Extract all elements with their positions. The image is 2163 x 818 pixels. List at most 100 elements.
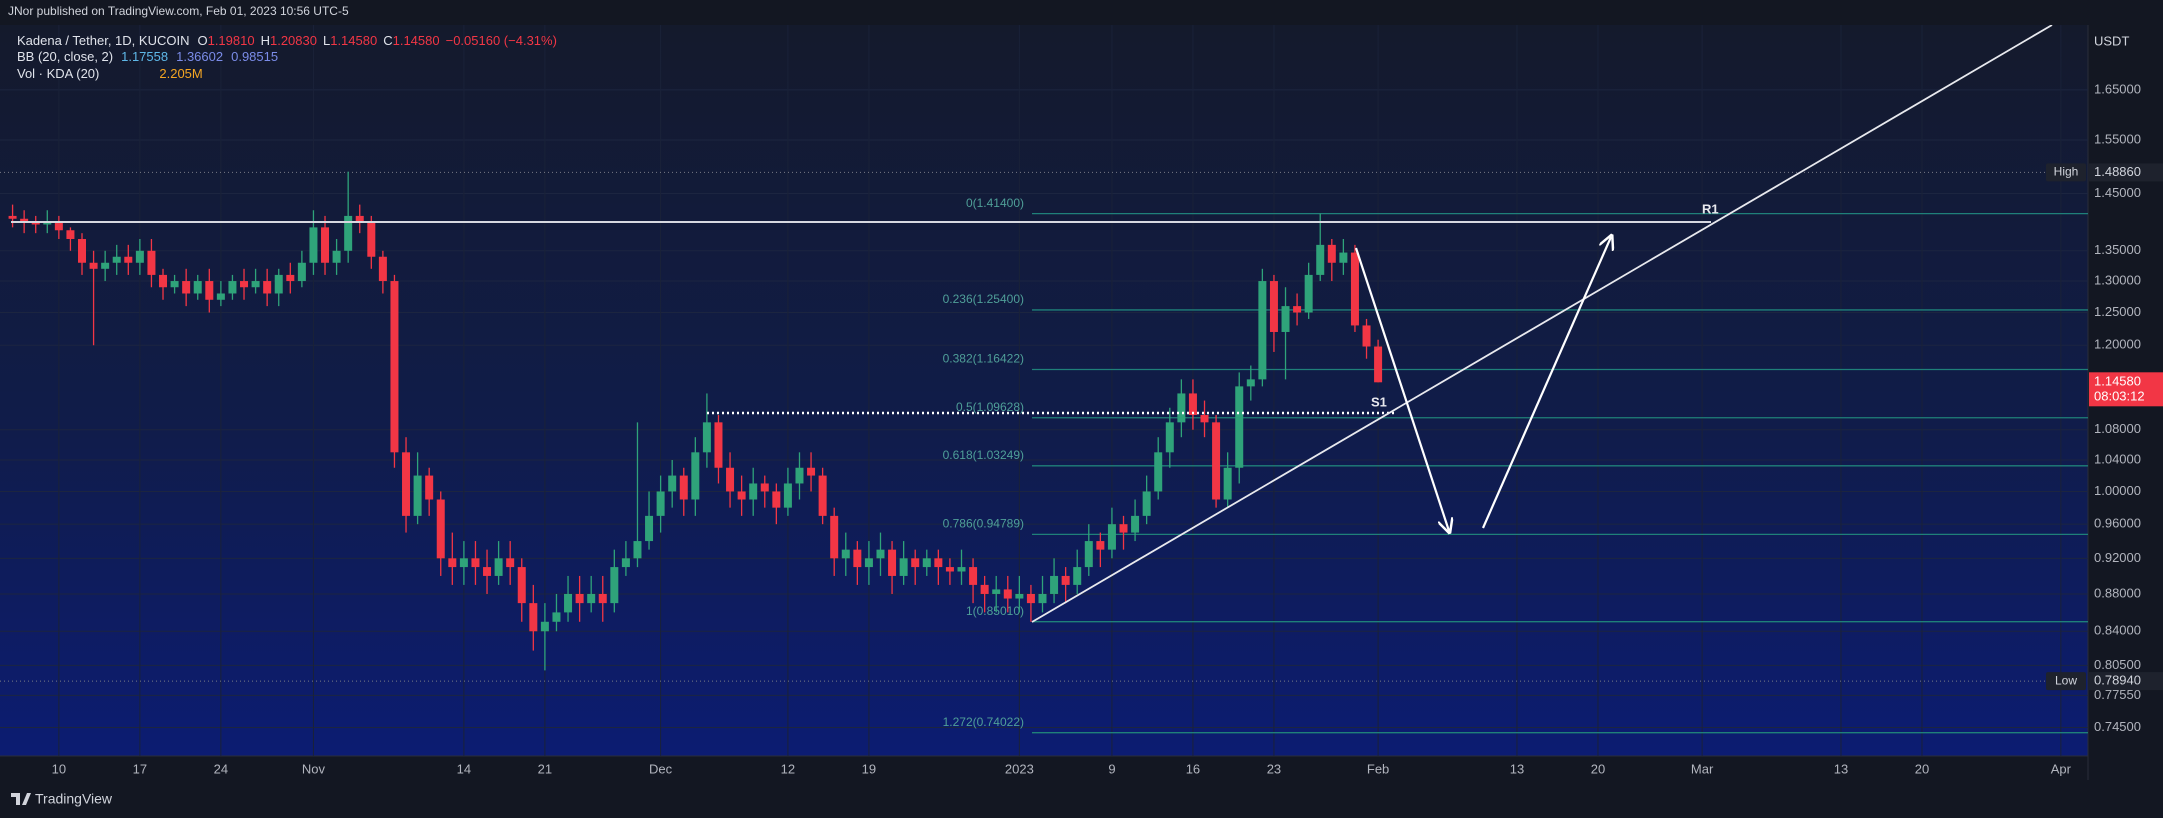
candle-body	[459, 558, 468, 568]
x-tick-label: 17	[133, 761, 147, 776]
x-tick-label: 20	[1915, 761, 1929, 776]
change: −0.05160 (−4.31%)	[446, 33, 557, 48]
value: 0.98515	[231, 49, 278, 64]
last-price-value: 1.14580	[2094, 374, 2141, 389]
candle-body	[702, 422, 711, 453]
plot-background	[0, 25, 2088, 756]
candle-body	[1096, 541, 1105, 550]
candle-body	[540, 621, 549, 632]
candle-body	[1177, 393, 1186, 423]
indicator: BB (20, close, 2)	[17, 49, 113, 64]
logo	[11, 793, 31, 805]
candle-body	[749, 483, 758, 500]
candle-body	[31, 221, 40, 225]
y-tick-label: 0.92000	[2094, 550, 2141, 565]
candle-body	[147, 250, 156, 275]
x-tick-label: 19	[862, 761, 876, 776]
candles	[8, 171, 1383, 671]
x-tick-label: 10	[52, 761, 66, 776]
price-tag-value: 1.48860	[2094, 164, 2141, 179]
header-band	[0, 0, 2088, 25]
candle-body	[517, 567, 526, 604]
candle-body	[321, 227, 330, 263]
candle-body	[980, 584, 989, 594]
candle-body	[957, 567, 966, 572]
candle-body	[1362, 325, 1371, 347]
candle-body	[795, 467, 804, 484]
fib-label: 0(1.41400)	[966, 196, 1024, 210]
candle-body	[205, 281, 214, 300]
candle-body	[1374, 346, 1383, 383]
publisher: JNor published on TradingView.com, Feb 0…	[8, 4, 349, 18]
annotation: R1	[1702, 201, 1719, 216]
x-tick-label: 12	[781, 761, 795, 776]
candle-body	[66, 230, 75, 239]
candle-body	[112, 256, 121, 263]
candle-body	[78, 238, 87, 263]
candle-body	[1188, 393, 1197, 416]
y-tick-label: 0.84000	[2094, 623, 2141, 638]
value: 1.20830	[270, 33, 317, 48]
fib-label: 0.236(1.25400)	[943, 292, 1024, 306]
candle-body	[124, 256, 133, 263]
indicator: Vol · KDA (20)	[17, 66, 99, 81]
y-tick-label: 0.74500	[2094, 719, 2141, 734]
y-tick-label: 1.20000	[2094, 337, 2141, 352]
down-arrow	[1354, 247, 1449, 531]
up-arrow	[1481, 237, 1611, 529]
candle-body	[193, 281, 202, 294]
candle-body	[1015, 593, 1024, 599]
candle-body	[772, 491, 781, 508]
y-tick-label: 0.80500	[2094, 657, 2141, 672]
candle-body	[1061, 575, 1070, 585]
candle-body	[807, 467, 816, 476]
candle-body	[1235, 386, 1244, 468]
candle-body	[945, 567, 954, 572]
candle-body	[1223, 467, 1232, 500]
candle-body	[1142, 491, 1151, 516]
candle-body	[170, 281, 179, 288]
fib-label: 0.382(1.16422)	[943, 352, 1024, 366]
candle-body	[691, 452, 700, 500]
candle-body	[830, 515, 839, 559]
candle-body	[135, 250, 144, 263]
price-tag	[2046, 163, 2086, 182]
price-tag	[2046, 672, 2086, 691]
x-tick-label: 2023	[1005, 761, 1034, 776]
candle-body	[263, 281, 272, 294]
y-tick-label: 1.08000	[2094, 421, 2141, 436]
candle-body	[575, 593, 584, 604]
candle-body	[413, 475, 422, 516]
currency: USDT	[2094, 33, 2129, 48]
price-tag-value: 0.78940	[2094, 673, 2141, 688]
candle-body	[621, 558, 630, 568]
candle-body	[610, 567, 619, 604]
last-price-tag	[2089, 372, 2163, 407]
candle-body	[286, 274, 295, 282]
candle-body	[240, 281, 249, 288]
candle-body	[1212, 422, 1221, 500]
fib-label: 1(0.85010)	[966, 604, 1024, 618]
x-tick-label: Dec	[649, 761, 673, 776]
candle-body	[297, 262, 306, 282]
x-tick-label: 9	[1108, 761, 1115, 776]
x-tick-label: Mar	[1691, 761, 1714, 776]
candle-body	[783, 483, 792, 508]
candle-body	[390, 281, 399, 453]
x-tick-label: 16	[1186, 761, 1200, 776]
candle-body	[494, 558, 503, 576]
candle-body	[760, 483, 769, 492]
candle-body	[89, 262, 98, 269]
fib-label: 0.5(1.09628)	[956, 400, 1024, 414]
candle-body	[1304, 274, 1313, 313]
candle-body	[367, 221, 376, 257]
candle-body	[679, 475, 688, 500]
fibonacci: 0(1.41400) 0.236(1.25400) 0.382(1.16422) 0.…	[943, 196, 2088, 734]
symbol: Kadena / Tether, 1D, KUCOIN	[17, 33, 189, 48]
x-tick-label: 13	[1834, 761, 1848, 776]
drawings: R1 S1	[11, 24, 2053, 623]
x-tick-label: Apr	[2051, 761, 2072, 776]
candle-body	[471, 558, 480, 568]
value: 1.17558	[121, 49, 168, 64]
candle-body	[1200, 415, 1209, 423]
